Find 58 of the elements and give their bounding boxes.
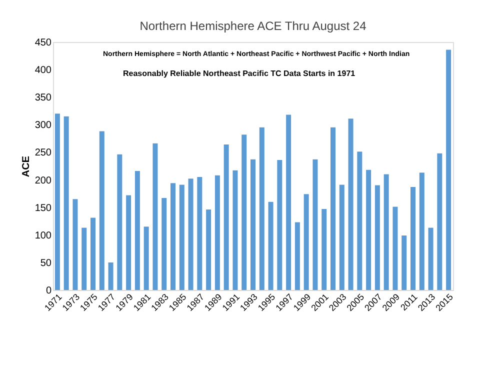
y-axis-title: ACE [20, 156, 32, 178]
chart-title: Northern Hemisphere ACE Thru August 24 [140, 19, 367, 33]
bar [72, 199, 78, 290]
bar [188, 178, 194, 290]
y-tick-label: 200 [34, 175, 52, 186]
bar [206, 210, 212, 290]
bar [108, 262, 114, 290]
bar [126, 195, 132, 290]
bar [54, 114, 60, 290]
y-tick-label: 100 [34, 230, 52, 242]
y-tick-label: 250 [34, 148, 52, 159]
bar [322, 208, 327, 290]
bar [374, 185, 380, 290]
bar [277, 160, 282, 290]
bar [250, 159, 256, 290]
annotation: Reasonably Reliable Northeast Pacific TC Data Starts in 1971 [123, 69, 356, 78]
bar [179, 184, 184, 290]
bar [144, 226, 149, 290]
bar [357, 152, 362, 290]
bar [339, 184, 344, 290]
bar [197, 177, 202, 290]
bar [90, 218, 96, 290]
bar [152, 143, 158, 290]
bar [64, 116, 69, 290]
bar [294, 222, 300, 290]
bar [286, 114, 292, 290]
bar [242, 134, 247, 290]
bar [437, 153, 442, 290]
y-tick-label: 300 [34, 120, 52, 132]
bar [214, 175, 220, 290]
y-tick-label: 400 [34, 65, 52, 76]
y-tick-label: 450 [34, 38, 52, 48]
bar [224, 144, 229, 290]
bar [117, 154, 122, 290]
bar [304, 194, 309, 290]
bar [348, 118, 354, 290]
bar [330, 127, 336, 290]
y-tick-label: 350 [34, 92, 52, 104]
bar [312, 159, 318, 290]
bar [428, 228, 434, 290]
bar [170, 183, 176, 290]
bar [402, 235, 407, 290]
bar [232, 170, 238, 290]
bar [410, 186, 416, 290]
y-tick-label: 150 [34, 202, 52, 214]
bar [162, 198, 167, 290]
bar [384, 174, 389, 290]
bar [419, 172, 424, 290]
bar [366, 170, 372, 290]
bar [268, 202, 274, 290]
bar [99, 131, 104, 290]
y-tick-label: 0 [46, 286, 52, 296]
bar [82, 228, 87, 290]
bar [392, 206, 398, 290]
bar [134, 170, 140, 290]
y-tick-label: 50 [40, 258, 52, 269]
bar [259, 127, 264, 290]
bar [446, 50, 452, 290]
